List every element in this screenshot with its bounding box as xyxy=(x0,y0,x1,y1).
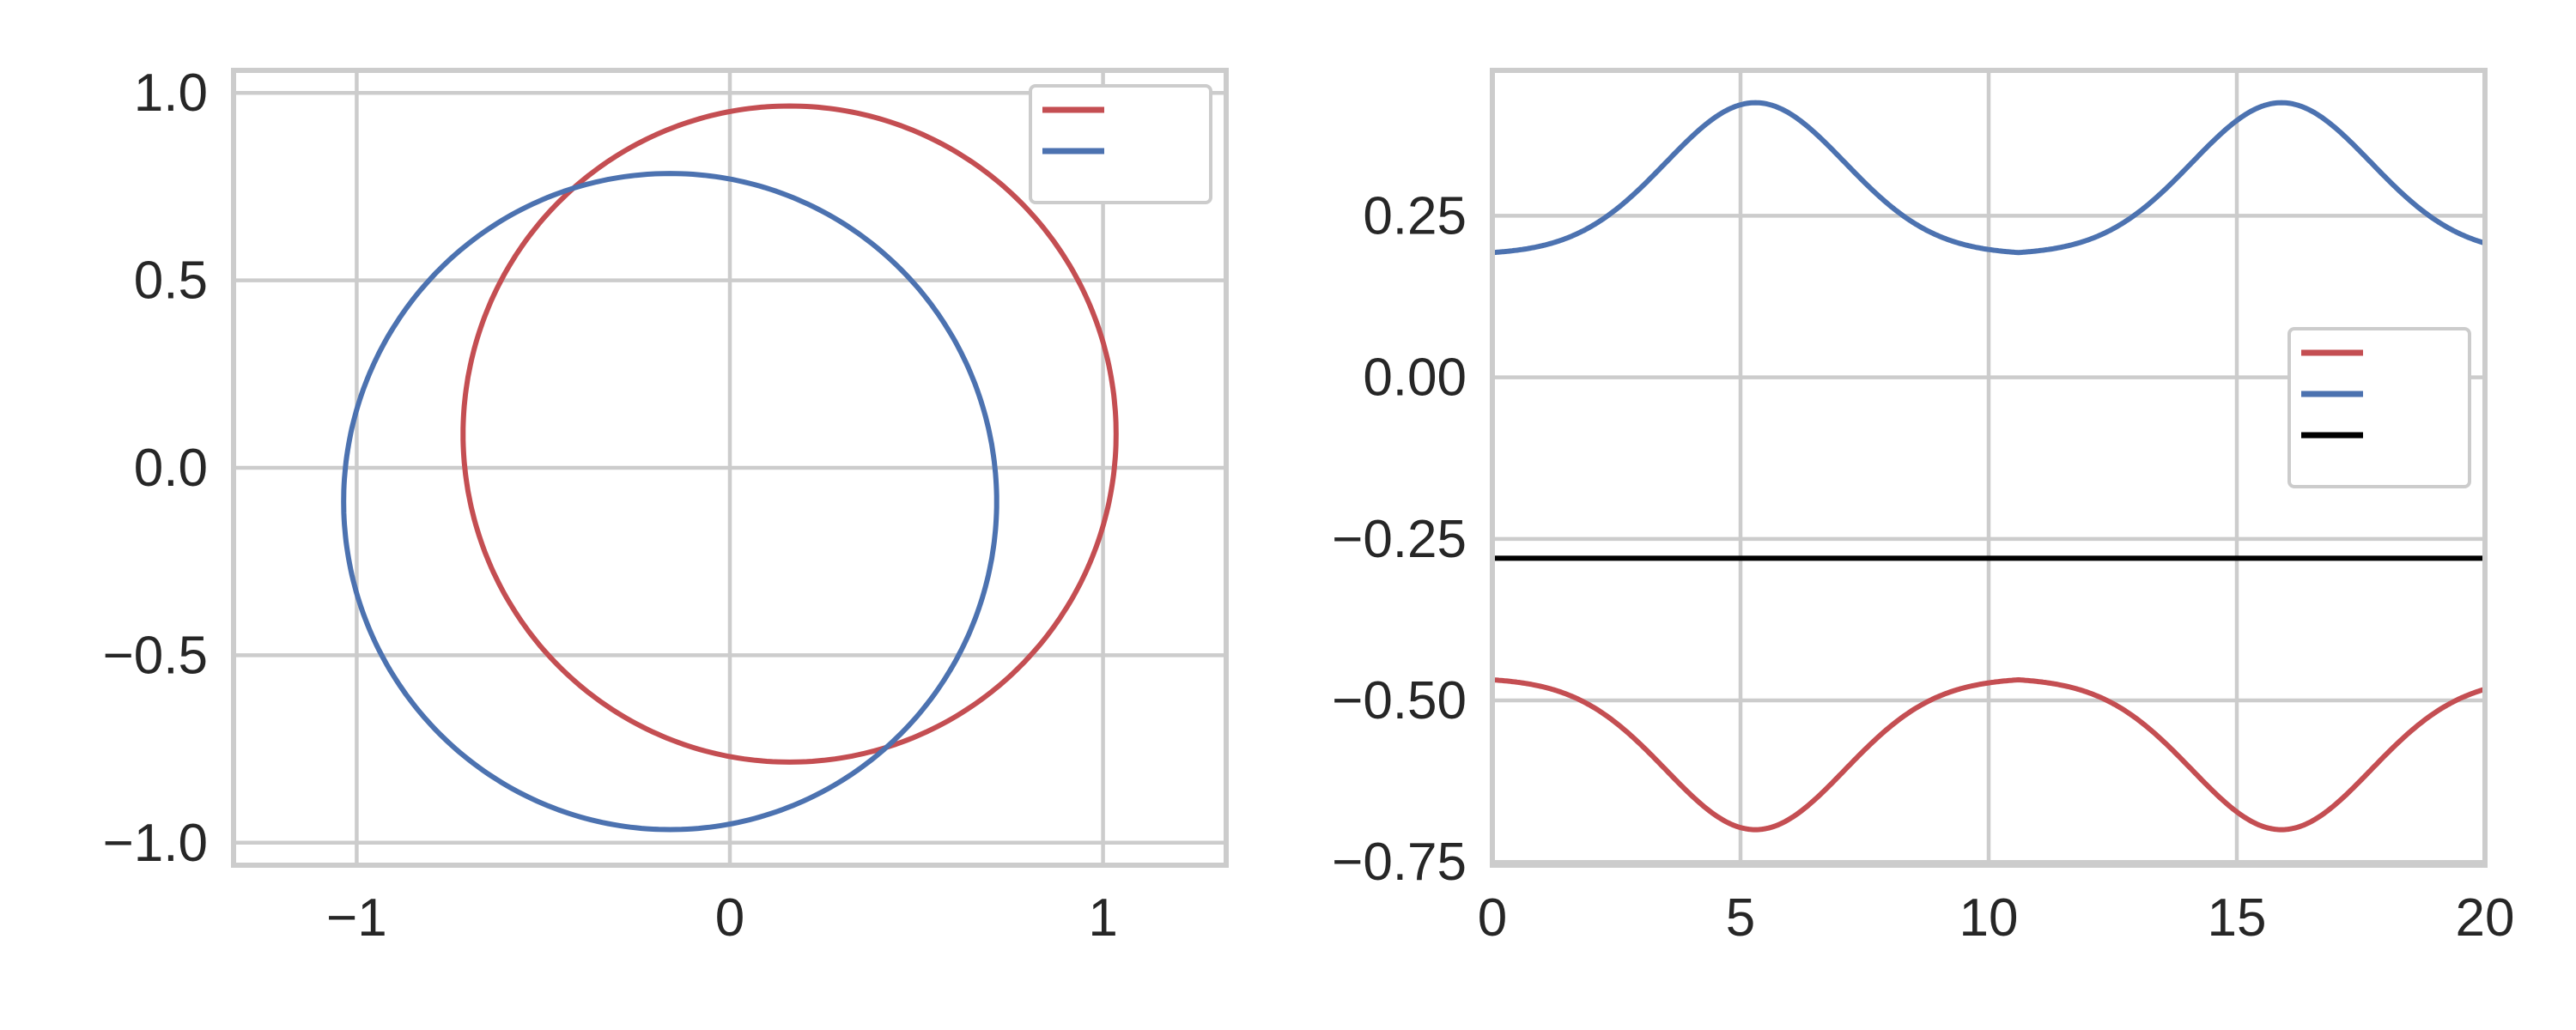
y-tick-label: −0.50 xyxy=(1332,671,1467,730)
x-tick-label: 15 xyxy=(2208,888,2267,948)
series-line-1 xyxy=(460,103,1119,765)
legend-box xyxy=(2287,327,2471,488)
y-tick-label: 0.0 xyxy=(134,439,208,498)
x-tick-label: 0 xyxy=(715,888,744,948)
y-tick-label: 0.5 xyxy=(134,251,208,311)
legend-box xyxy=(1029,84,1212,204)
y-tick-label: −0.25 xyxy=(1332,510,1467,569)
orbit-panel: −1 0 1 1.0 0.5 0.0 −0.5 −1.0 xyxy=(103,64,1229,948)
x-tick-label: 1 xyxy=(1088,888,1117,948)
y-tick-label: −0.75 xyxy=(1332,833,1467,892)
y-tick-label: 1.0 xyxy=(134,64,208,123)
y-tick-label: −1.0 xyxy=(103,814,208,873)
x-tick-label: 0 xyxy=(1478,888,1507,948)
axes-frame xyxy=(231,68,1229,868)
legend xyxy=(1029,84,1212,204)
time-series-panel: 0 5 10 15 20 0.25 0.00 −0.25 −0.50 −0.75 xyxy=(1332,68,2515,948)
y-tick-label: 0.00 xyxy=(1363,348,1467,408)
series-line-2 xyxy=(341,171,999,833)
x-tick-label: 20 xyxy=(2456,888,2515,948)
x-tick-label: 5 xyxy=(1726,888,1755,948)
axes-frame xyxy=(1490,68,2488,868)
x-tick-label: 10 xyxy=(1959,888,2019,948)
legend xyxy=(2287,327,2471,488)
series-line-2 xyxy=(1490,100,2488,256)
series-line-1 xyxy=(1490,677,2488,833)
y-tick-label: −0.5 xyxy=(103,626,208,685)
y-tick-label: 0.25 xyxy=(1363,186,1467,245)
x-tick-label: −1 xyxy=(326,888,387,948)
